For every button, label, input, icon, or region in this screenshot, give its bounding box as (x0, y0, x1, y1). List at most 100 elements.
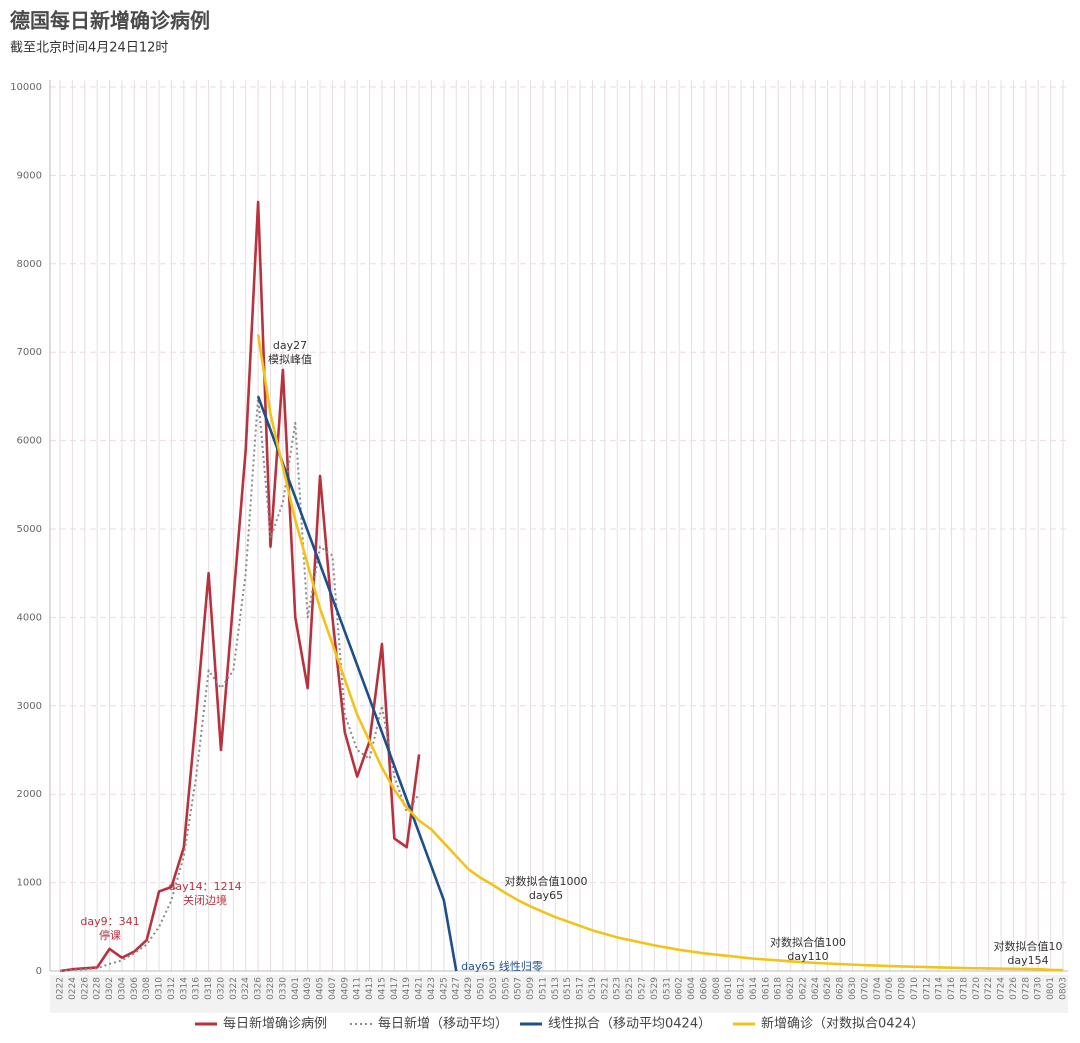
x-tick-label: 0612 (737, 977, 747, 1000)
x-tick-label: 0407 (328, 977, 338, 1000)
x-tick-label: 0604 (687, 977, 697, 1000)
x-tick-label: 0519 (588, 977, 598, 1000)
annotation: day27 (273, 339, 307, 352)
x-tick-label: 0527 (637, 977, 647, 1000)
x-tick-label: 0620 (786, 977, 796, 1000)
y-tick-label: 3000 (17, 701, 42, 712)
x-tick-label: 0429 (464, 977, 474, 1000)
x-tick-label: 0614 (749, 977, 759, 1000)
x-tick-label: 0728 (1021, 977, 1031, 1000)
x-tick-label: 0606 (699, 977, 709, 1000)
y-tick-label: 10000 (10, 82, 42, 93)
x-tick-label: 0328 (266, 977, 276, 1000)
x-tick-label: 0505 (501, 977, 511, 1000)
x-tick-label: 0316 (192, 977, 202, 1000)
x-tick-label: 0419 (402, 977, 412, 1000)
x-tick-label: 0222 (56, 977, 66, 1000)
x-tick-label: 0513 (551, 977, 561, 1000)
annotation: day14：1214 (168, 880, 241, 893)
x-tick-label: 0622 (798, 977, 808, 1000)
x-tick-label: 0706 (885, 977, 895, 1000)
x-tick-label: 0421 (415, 977, 425, 1000)
x-tick-label: 0226 (80, 977, 90, 1000)
x-axis-band (50, 975, 1068, 1013)
y-tick-label: 7000 (17, 347, 42, 358)
x-tick-label: 0310 (155, 977, 165, 1000)
x-tick-label: 0618 (774, 977, 784, 1000)
chart-title: 德国每日新增确诊病例 (10, 9, 210, 33)
x-tick-label: 0417 (390, 977, 400, 1000)
x-tick-label: 0521 (600, 977, 610, 1000)
x-tick-label: 0722 (984, 977, 994, 1000)
x-tick-label: 0630 (848, 977, 858, 1000)
x-tick-label: 0714 (935, 977, 945, 1000)
x-tick-label: 0710 (910, 977, 920, 1000)
x-tick-label: 0409 (340, 977, 350, 1000)
annotation: day65 (529, 889, 563, 902)
annotation: 对数拟合值10 (994, 939, 1063, 953)
x-tick-label: 0529 (650, 977, 660, 1000)
x-tick-label: 0517 (576, 977, 586, 1000)
y-tick-label: 9000 (17, 170, 42, 181)
x-tick-label: 0803 (1059, 977, 1069, 1000)
x-tick-label: 0708 (898, 977, 908, 1000)
x-tick-label: 0801 (1046, 977, 1056, 1000)
x-tick-label: 0608 (712, 977, 722, 1000)
x-tick-label: 0501 (477, 977, 487, 1000)
series-line (256, 334, 1064, 972)
series-line (256, 395, 458, 972)
x-tick-label: 0322 (229, 977, 239, 1000)
x-tick-label: 0427 (452, 977, 462, 1000)
annotation: 对数拟合值1000 (505, 874, 588, 888)
x-tick-label: 0228 (93, 977, 103, 1000)
x-tick-label: 0730 (1034, 977, 1044, 1000)
legend-label: 线性拟合（移动平均0424） (548, 1017, 711, 1032)
x-tick-label: 0224 (68, 977, 78, 1000)
annotation: 模拟峰值 (268, 352, 312, 366)
x-tick-label: 0509 (526, 977, 536, 1000)
x-tick-label: 0531 (662, 977, 672, 1000)
x-tick-label: 0716 (947, 977, 957, 1000)
x-tick-label: 0610 (724, 977, 734, 1000)
annotation: 关闭边境 (183, 893, 227, 907)
x-tick-label: 0704 (873, 977, 883, 1000)
legend-label: 每日新增（移动平均） (378, 1016, 508, 1032)
x-tick-label: 0401 (291, 977, 301, 1000)
x-tick-label: 0720 (972, 977, 982, 1000)
y-tick-label: 0 (36, 966, 42, 977)
x-tick-label: 0318 (204, 977, 214, 1000)
x-tick-label: 0425 (439, 977, 449, 1000)
x-tick-label: 0726 (1009, 977, 1019, 1000)
y-tick-label: 2000 (17, 789, 42, 800)
chart-subtitle: 截至北京时间4月24日12时 (10, 41, 168, 56)
y-tick-label: 5000 (17, 524, 42, 535)
annotation: day154 (1007, 954, 1048, 967)
y-tick-label: 1000 (17, 878, 42, 889)
y-tick-label: 6000 (17, 436, 42, 447)
x-tick-label: 0626 (823, 977, 833, 1000)
x-tick-label: 0312 (167, 977, 177, 1000)
x-tick-label: 0302 (105, 977, 115, 1000)
legend-label: 每日新增确诊病例 (223, 1016, 327, 1032)
annotation: day9：341 (80, 915, 139, 928)
legend-label: 新增确诊（对数拟合0424） (761, 1016, 924, 1032)
x-tick-label: 0616 (761, 977, 771, 1000)
x-tick-label: 0718 (959, 977, 969, 1000)
x-tick-label: 0330 (278, 977, 288, 1000)
x-tick-label: 0314 (179, 977, 189, 1000)
x-tick-label: 0724 (997, 977, 1007, 1000)
x-tick-label: 0511 (538, 977, 548, 1000)
x-tick-label: 0324 (241, 977, 251, 1000)
x-tick-label: 0413 (365, 977, 375, 1000)
x-tick-label: 0628 (836, 977, 846, 1000)
y-tick-label: 8000 (17, 259, 42, 270)
x-tick-label: 0525 (625, 977, 635, 1000)
x-tick-label: 0523 (613, 977, 623, 1000)
x-tick-label: 0423 (427, 977, 437, 1000)
x-tick-label: 0507 (514, 977, 524, 1000)
x-tick-label: 0411 (353, 977, 363, 1000)
x-tick-label: 0320 (216, 977, 226, 1000)
x-tick-label: 0515 (563, 977, 573, 1000)
x-tick-label: 0702 (860, 977, 870, 1000)
